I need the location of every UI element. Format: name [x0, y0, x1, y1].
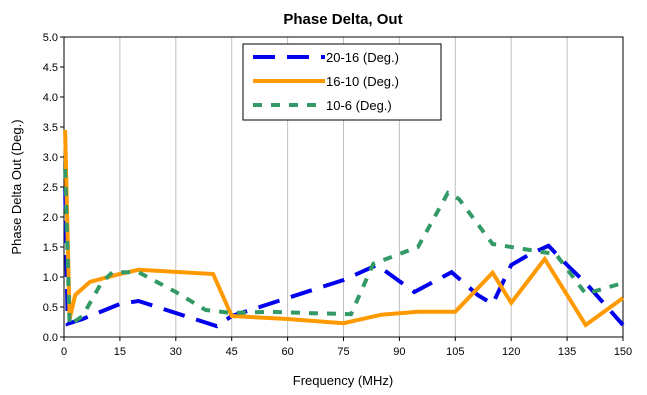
y-axis-ticks: 0.0 0.5 1.0 1.5 2.0 2.5 3.0 3.5 4.0 4.5 5.0: [43, 32, 64, 344]
legend-label-2: 16-10 (Deg.): [326, 74, 399, 89]
x-tick-label: 60: [281, 346, 293, 358]
series-line-1: [63, 186, 625, 329]
x-tick-label: 90: [393, 346, 405, 358]
y-tick-label: 2.5: [43, 182, 58, 194]
x-tick-label: 0: [61, 346, 67, 358]
y-tick-label: 1.0: [43, 272, 58, 284]
x-tick-label: 150: [614, 346, 632, 358]
y-tick-label: 1.5: [43, 242, 58, 254]
x-tick-label: 30: [170, 346, 182, 358]
legend: 20-16 (Deg.) 16-10 (Deg.) 10-6 (Deg.): [242, 43, 442, 121]
series-line-2: [63, 129, 625, 328]
y-tick-label: 3.5: [43, 122, 58, 134]
x-tick-label: 105: [446, 346, 464, 358]
x-axis-label: Frequency (MHz): [293, 373, 393, 388]
y-tick-label: 2.0: [43, 212, 58, 224]
y-tick-label: 3.0: [43, 152, 58, 164]
x-tick-label: 15: [114, 346, 126, 358]
y-tick-label: 5.0: [43, 32, 58, 44]
y-tick-label: 4.5: [43, 62, 58, 74]
y-axis-label: Phase Delta Out (Deg.): [9, 119, 24, 254]
x-tick-label: 75: [337, 346, 349, 358]
y-tick-label: 0.5: [43, 302, 58, 314]
series-layer: [63, 129, 625, 329]
x-tick-label: 45: [226, 346, 238, 358]
y-tick-label: 4.0: [43, 92, 58, 104]
y-tick-label: 0.0: [43, 332, 58, 344]
x-tick-label: 120: [502, 346, 520, 358]
x-axis-ticks: 0 15 30 45 60 75 90 105 120 135 150: [61, 337, 632, 358]
chart-title: Phase Delta, Out: [283, 11, 402, 28]
legend-label-1: 20-16 (Deg.): [326, 50, 399, 65]
legend-label-3: 10-6 (Deg.): [326, 98, 392, 113]
series-line-3: [63, 168, 624, 329]
x-tick-label: 135: [558, 346, 576, 358]
